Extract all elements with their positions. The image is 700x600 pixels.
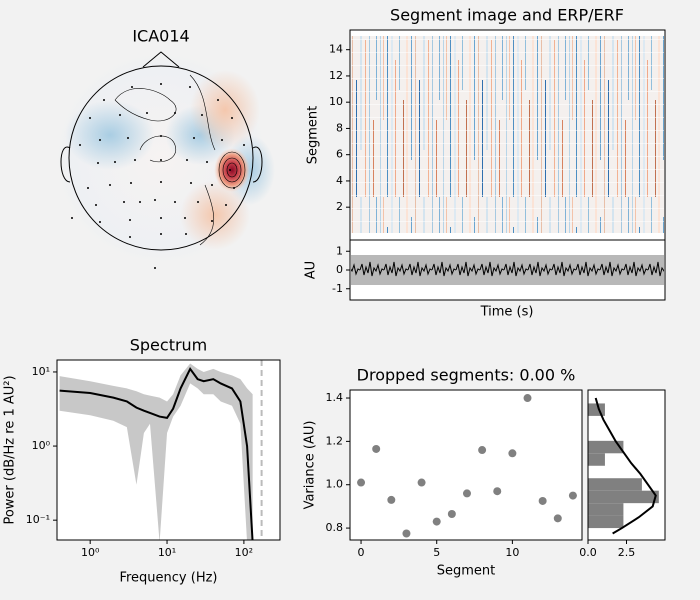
y-tick-label: 4: [336, 174, 343, 187]
scatter-point: [462, 489, 471, 498]
scatter-point: [372, 444, 381, 453]
scatter-point: [478, 446, 487, 455]
y-tick-label: 10¹: [32, 365, 50, 378]
y-tick-label: -1: [332, 282, 343, 295]
hist-bar: [588, 403, 605, 416]
x-tick-label: 5: [433, 546, 440, 559]
erp-ylabel: AU: [304, 261, 319, 279]
y-axis-label: Variance (AU): [303, 421, 318, 510]
scatter-point: [357, 478, 366, 487]
segment-ylabel: Segment: [306, 106, 321, 165]
scatter-point: [447, 509, 456, 518]
erp-xlabel: Time (s): [480, 305, 534, 320]
topomap: ICA014: [56, 27, 275, 269]
hist-bar: [588, 490, 659, 504]
scatter-point: [523, 394, 532, 403]
plots: 2 4 6 8 10 12 14 -1 0 1 10⁰ 10¹ 10² 10⁻¹ 10⁰ 10¹ Spectru…: [3, 43, 666, 586]
y-tick-label: 8: [336, 121, 343, 134]
x-tick-label: 2.5: [618, 546, 636, 559]
scatter-point: [538, 496, 547, 505]
y-tick-label: 1: [336, 244, 343, 257]
x-axis-label: Segment: [437, 564, 496, 579]
hist-bar: [588, 453, 605, 466]
y-tick-label: 12: [329, 69, 343, 82]
scatter-point: [417, 478, 426, 487]
x-tick-label: 0.0: [579, 546, 597, 559]
y-tick-label: 1.2: [326, 434, 344, 447]
plot-area: [59, 360, 263, 540]
x-axis-label: Frequency (Hz): [119, 571, 217, 586]
y-tick-label: 0.8: [326, 521, 344, 534]
hist-bar: [588, 515, 624, 529]
axes-frame: [56, 359, 281, 541]
scatter-point: [387, 495, 396, 504]
y-tick-label: 1.4: [326, 391, 344, 404]
topomap-title: ICA014: [132, 27, 189, 46]
y-tick-label: 2: [336, 200, 343, 213]
hist-bar: [588, 503, 624, 516]
plot-area: [588, 397, 659, 535]
y-tick-label: 10⁰: [32, 439, 51, 452]
hist-bar: [588, 478, 642, 491]
x-tick-label: 10²: [235, 546, 253, 559]
x-tick-label: 0: [358, 546, 365, 559]
hist-bar: [588, 440, 624, 454]
erp-trace: [351, 240, 664, 300]
scatter-point: [508, 449, 517, 458]
spectrum-line: [59, 366, 254, 540]
segment-title: Segment image and ERP/ERF: [390, 6, 624, 25]
scatter-point: [402, 529, 411, 538]
y-tick-label: 1.0: [326, 478, 344, 491]
scatter-point: [493, 487, 502, 496]
scatter-point: [568, 491, 577, 500]
scatter-point: [553, 514, 562, 523]
scatter-point: [432, 517, 441, 526]
y-tick-label: 14: [329, 43, 343, 56]
chart-title: Spectrum: [130, 336, 208, 355]
y-tick-label: 10: [329, 95, 343, 108]
chart-title: Dropped segments: 0.00 %: [357, 366, 576, 385]
y-tick-label: 6: [336, 148, 343, 161]
x-tick-label: 10⁰: [81, 546, 100, 559]
x-tick-label: 10¹: [158, 546, 176, 559]
y-tick-label: 10⁻¹: [26, 513, 50, 526]
x-tick-label: 10: [505, 546, 519, 559]
erp-axes: Time (s) AU: [304, 239, 666, 320]
kde-curve: [594, 397, 657, 535]
segment-image-axes: Segment image and ERP/ERF Segment: [306, 6, 666, 241]
y-axis-label: Power (dB/Hz re 1 AU²): [3, 375, 18, 524]
y-tick-label: 0: [336, 263, 343, 276]
axes-background: [349, 389, 583, 541]
spectrum-band: [59, 363, 253, 540]
